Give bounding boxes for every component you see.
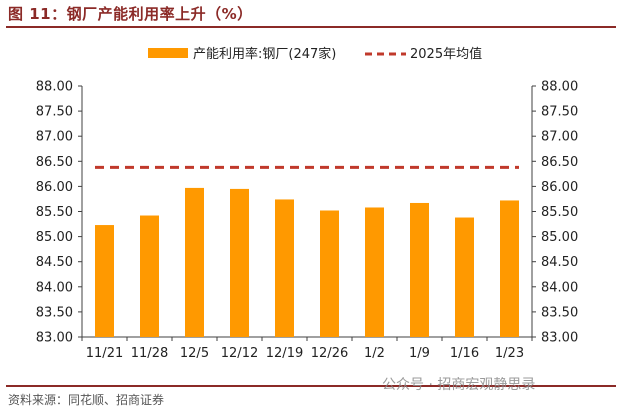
- y-tick-label-right: 86.00: [541, 180, 578, 195]
- y-tick-label-right: 87.00: [541, 130, 578, 145]
- y-tick-label-left: 84.00: [36, 280, 73, 295]
- y-tick-label-left: 88.00: [36, 80, 73, 95]
- legend-swatch-bar: [148, 48, 188, 58]
- source-note: 资料来源：同花顺、招商证券: [8, 393, 165, 407]
- x-tick-label: 12/26: [311, 346, 348, 361]
- x-tick-label: 12/19: [266, 346, 303, 361]
- bar: [455, 217, 474, 337]
- x-tick-label: 12/12: [221, 346, 258, 361]
- y-tick-label-right: 83.50: [541, 305, 578, 320]
- figure-title: 图 11：钢厂产能利用率上升（%）: [8, 5, 253, 23]
- y-tick-label-left: 85.00: [36, 230, 73, 245]
- bar: [140, 215, 159, 337]
- y-tick-label-right: 87.50: [541, 105, 578, 120]
- footer-rule: [6, 385, 616, 387]
- bar: [365, 207, 384, 337]
- y-tick-label-left: 83.00: [36, 331, 73, 346]
- x-tick-label: 11/21: [86, 346, 123, 361]
- y-tick-label-left: 83.50: [36, 305, 73, 320]
- legend-label-bar: 产能利用率:钢厂(247家): [193, 46, 336, 62]
- bar: [500, 200, 519, 337]
- y-tick-label-right: 83.00: [541, 331, 578, 346]
- title-rule: [6, 26, 616, 28]
- x-tick-label: 1/16: [450, 346, 479, 361]
- bar: [410, 202, 429, 337]
- y-tick-label-left: 86.00: [36, 180, 73, 195]
- legend-label-line: 2025年均值: [410, 46, 482, 62]
- bar: [230, 188, 249, 337]
- y-tick-label-left: 84.50: [36, 255, 73, 270]
- chart: 83.00 83.50 84.00 84.50 85.00 85.50 86.00 86.50…: [36, 46, 578, 361]
- bar: [185, 187, 204, 337]
- bar: [275, 199, 294, 337]
- y-tick-label-left: 87.50: [36, 105, 73, 120]
- y-tick-label-left: 87.00: [36, 130, 73, 145]
- y-tick-label-right: 84.50: [541, 255, 578, 270]
- bar: [95, 225, 114, 337]
- x-tick-label: 1/9: [409, 346, 430, 361]
- y-tick-label-left: 86.50: [36, 155, 73, 170]
- y-tick-label-right: 84.00: [541, 280, 578, 295]
- x-tick-label: 1/23: [495, 346, 524, 361]
- y-tick-label-left: 85.50: [36, 205, 73, 220]
- y-tick-label-right: 86.50: [541, 155, 578, 170]
- x-tick-label: 1/2: [364, 346, 385, 361]
- x-tick-label: 11/28: [131, 346, 168, 361]
- y-tick-label-right: 85.00: [541, 230, 578, 245]
- bar: [320, 210, 339, 337]
- y-tick-label-right: 88.00: [541, 80, 578, 95]
- watermark: 公众号 · 招商宏观静思录: [382, 377, 536, 393]
- x-tick-label: 12/5: [180, 346, 209, 361]
- y-tick-label-right: 85.50: [541, 205, 578, 220]
